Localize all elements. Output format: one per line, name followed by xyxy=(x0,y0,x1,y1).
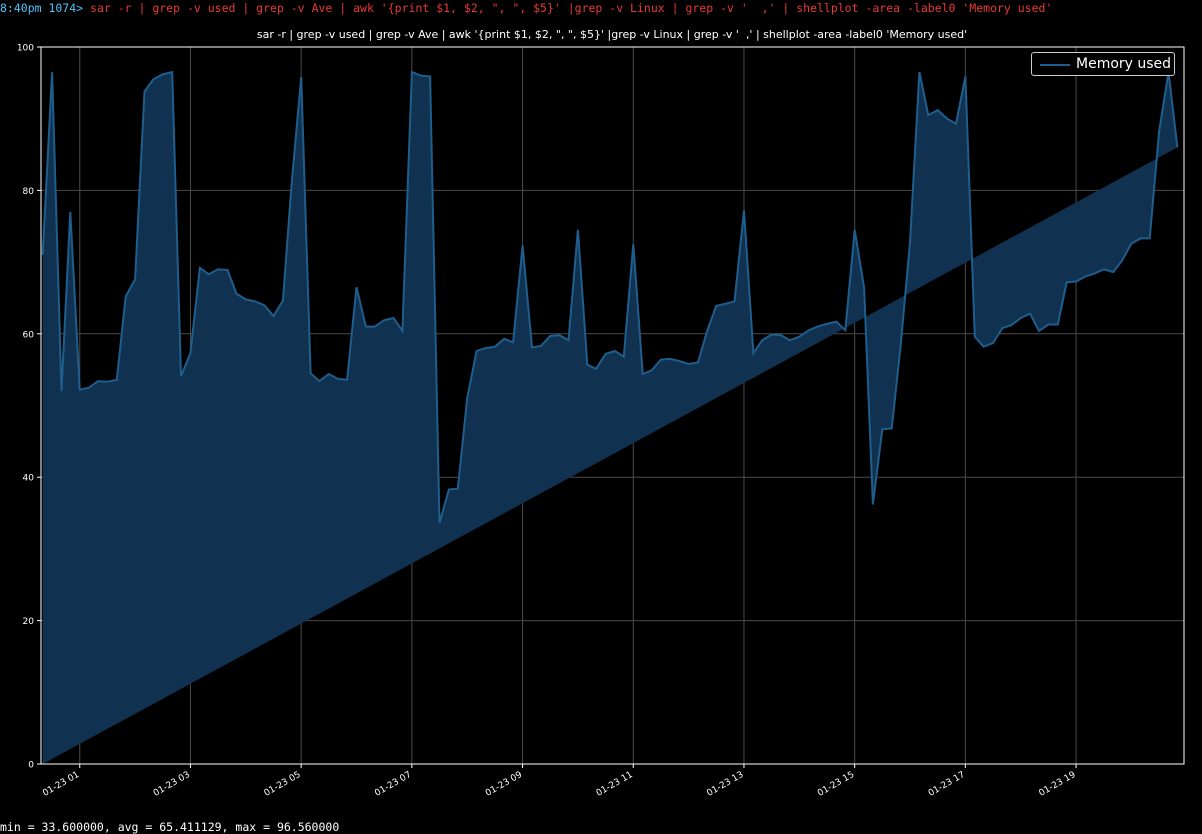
legend-label: Memory used xyxy=(1076,56,1172,72)
x-tick-label: 01-23 13 xyxy=(705,770,745,799)
x-tick-label: 01-23 05 xyxy=(263,770,303,799)
x-tick-label: 01-23 01 xyxy=(41,770,81,799)
y-tick-label: 100 xyxy=(17,44,34,54)
x-tick-label: 01-23 15 xyxy=(816,770,856,799)
x-tick-label: 01-23 19 xyxy=(1038,770,1078,799)
chart-legend: Memory used xyxy=(1031,52,1175,76)
y-tick-label: 60 xyxy=(23,330,35,340)
x-tick-label: 01-23 17 xyxy=(927,770,967,799)
x-tick-label: 01-23 11 xyxy=(595,770,635,799)
x-tick-label: 01-23 07 xyxy=(373,770,413,799)
x-tick-label: 01-23 09 xyxy=(484,770,524,799)
x-tick-label: 01-23 03 xyxy=(152,770,192,799)
series-line xyxy=(41,70,1179,524)
y-tick-label: 40 xyxy=(23,474,35,484)
area-fill xyxy=(42,72,1178,765)
chart-title: sar -r | grep -v used | grep -v Ave | aw… xyxy=(256,28,968,41)
y-tick-label: 20 xyxy=(23,617,35,627)
shell-command: sar -r | grep -v used | grep -v Ave | aw… xyxy=(90,1,1053,15)
y-tick-label: 0 xyxy=(28,761,34,771)
y-tick-label: 80 xyxy=(23,187,35,197)
legend-swatch xyxy=(1040,64,1070,66)
stats-summary: min = 33.600000, avg = 65.411129, max = … xyxy=(0,820,340,834)
plot-frame xyxy=(40,46,1185,765)
terminal-command-line: 8:40pm 1074> sar -r | grep -v used | gre… xyxy=(0,0,1052,16)
shell-prompt: 8:40pm 1074> xyxy=(0,1,91,15)
